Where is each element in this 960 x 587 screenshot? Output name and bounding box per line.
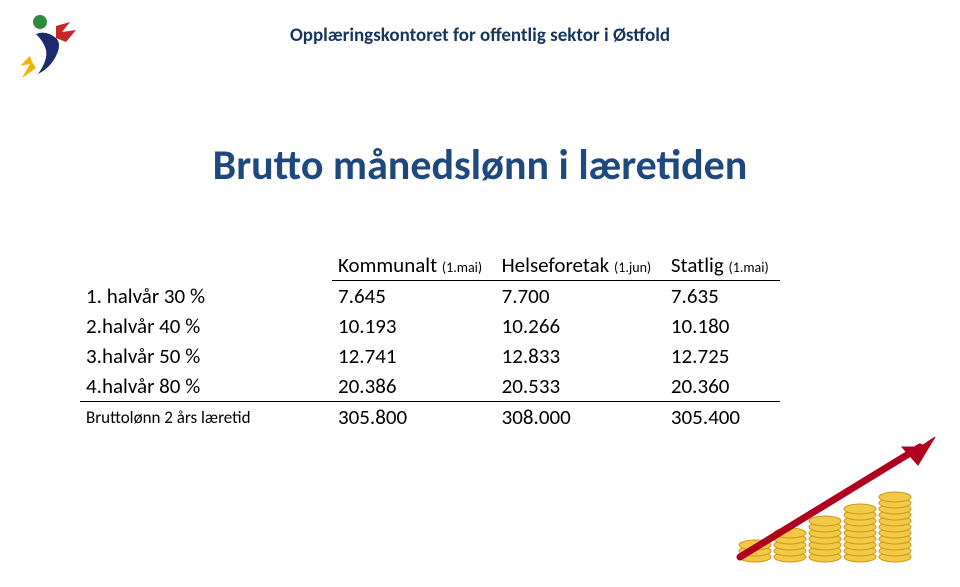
coin-stacks-graphic bbox=[730, 407, 940, 567]
summary-label: Bruttolønn 2 års læretid bbox=[80, 402, 332, 433]
cell: 20.386 bbox=[332, 371, 496, 402]
org-header-text: Opplæringskontoret for offentlig sektor … bbox=[0, 24, 960, 47]
table-header-row: Kommunalt (1.mai) Helseforetak (1.jun) S… bbox=[80, 250, 780, 281]
cell: 20.533 bbox=[496, 371, 665, 402]
cell: 20.360 bbox=[665, 371, 780, 402]
cell: 7.645 bbox=[332, 281, 496, 312]
cell: 10.193 bbox=[332, 311, 496, 341]
col-header-empty bbox=[80, 250, 332, 281]
cell: 12.833 bbox=[496, 341, 665, 371]
cell: 7.635 bbox=[665, 281, 780, 312]
summary-cell: 305.800 bbox=[332, 402, 496, 433]
row-label: 2.halvår 40 % bbox=[80, 311, 332, 341]
row-label: 1. halvår 30 % bbox=[80, 281, 332, 312]
coin-stacks-arrow-icon bbox=[730, 407, 940, 567]
table-row: 3.halvår 50 % 12.741 12.833 12.725 bbox=[80, 341, 780, 371]
summary-cell: 308.000 bbox=[496, 402, 665, 433]
cell: 10.180 bbox=[665, 311, 780, 341]
table-row: 2.halvår 40 % 10.193 10.266 10.180 bbox=[80, 311, 780, 341]
salary-table: Kommunalt (1.mai) Helseforetak (1.jun) S… bbox=[80, 250, 780, 432]
table-summary-row: Bruttolønn 2 års læretid 305.800 308.000… bbox=[80, 402, 780, 433]
salary-table-element: Kommunalt (1.mai) Helseforetak (1.jun) S… bbox=[80, 250, 780, 432]
table-row: 1. halvår 30 % 7.645 7.700 7.635 bbox=[80, 281, 780, 312]
col-header-kommunalt: Kommunalt (1.mai) bbox=[332, 250, 496, 281]
table-row: 4.halvår 80 % 20.386 20.533 20.360 bbox=[80, 371, 780, 402]
cell: 12.725 bbox=[665, 341, 780, 371]
cell: 10.266 bbox=[496, 311, 665, 341]
cell: 7.700 bbox=[496, 281, 665, 312]
cell: 12.741 bbox=[332, 341, 496, 371]
page-title: Brutto månedslønn i læretiden bbox=[0, 140, 960, 191]
row-label: 4.halvår 80 % bbox=[80, 371, 332, 402]
col-header-statlig: Statlig (1.mai) bbox=[665, 250, 780, 281]
row-label: 3.halvår 50 % bbox=[80, 341, 332, 371]
col-header-helseforetak: Helseforetak (1.jun) bbox=[496, 250, 665, 281]
